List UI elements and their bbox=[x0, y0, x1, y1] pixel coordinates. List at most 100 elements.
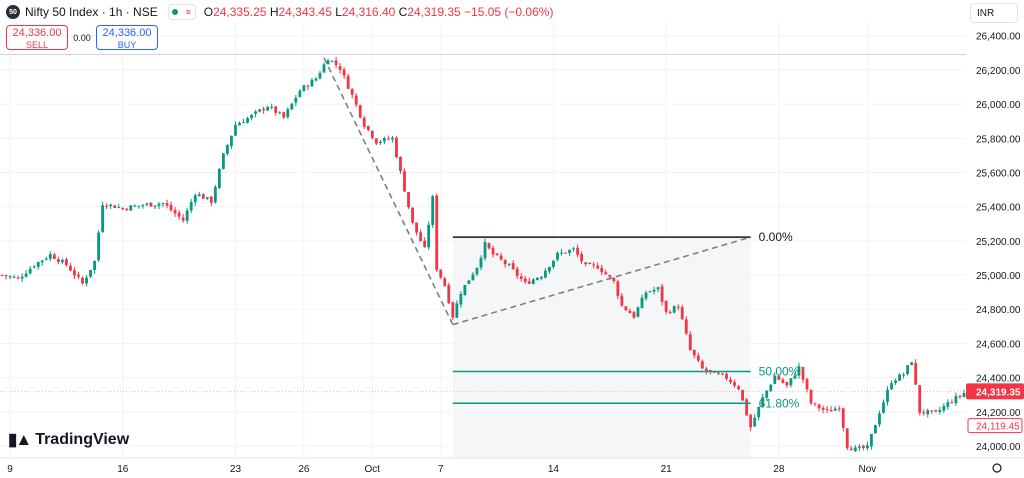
candle bbox=[177, 210, 181, 220]
candle bbox=[209, 195, 213, 206]
candle bbox=[133, 204, 137, 207]
candle bbox=[857, 443, 861, 452]
candle bbox=[487, 242, 491, 250]
candle-body bbox=[503, 260, 507, 265]
candle bbox=[40, 260, 44, 266]
candle bbox=[302, 84, 306, 92]
candle bbox=[419, 229, 423, 242]
indicator-toggle[interactable]: ≈ bbox=[167, 4, 196, 20]
candle-body bbox=[725, 373, 728, 379]
candle-body bbox=[914, 362, 918, 385]
candle-body bbox=[378, 141, 382, 144]
candle bbox=[813, 402, 817, 407]
candle-body bbox=[942, 406, 946, 411]
x-tick-label: 26 bbox=[298, 464, 310, 475]
candle-body bbox=[636, 307, 640, 317]
candle bbox=[515, 266, 519, 279]
candle-body bbox=[443, 278, 447, 286]
candle-body bbox=[310, 79, 314, 87]
sell-button[interactable]: 24,336.00 SELL bbox=[6, 25, 68, 50]
candle bbox=[81, 276, 84, 285]
candle-body bbox=[580, 253, 584, 262]
candle bbox=[447, 282, 451, 305]
candle-body bbox=[250, 114, 253, 119]
candle-body bbox=[684, 319, 688, 334]
candle-body bbox=[77, 274, 80, 277]
spread-value: 0.00 bbox=[73, 32, 91, 43]
candle bbox=[870, 433, 873, 450]
candle bbox=[85, 275, 88, 287]
candle bbox=[8, 275, 12, 280]
candle-body bbox=[242, 122, 245, 124]
x-tick-label: 23 bbox=[230, 464, 242, 475]
candle bbox=[117, 203, 121, 209]
candle bbox=[32, 264, 36, 269]
candle-body bbox=[910, 362, 914, 366]
candle bbox=[181, 213, 185, 223]
candle-body bbox=[463, 284, 467, 296]
candle bbox=[362, 116, 366, 129]
x-tick-label: 21 bbox=[661, 464, 673, 475]
candle-body bbox=[713, 371, 716, 373]
candle bbox=[527, 277, 531, 285]
candle bbox=[757, 406, 761, 421]
candle-body bbox=[495, 253, 499, 256]
candle bbox=[69, 262, 72, 272]
y-tick-label: 26,400.00 bbox=[976, 32, 1021, 43]
candle bbox=[632, 310, 636, 320]
candle-body bbox=[334, 60, 338, 66]
candle bbox=[568, 249, 571, 256]
candle-body bbox=[48, 254, 52, 259]
y-tick-label: 26,200.00 bbox=[976, 66, 1021, 77]
candle-body bbox=[950, 402, 954, 404]
trade-panel: 24,336.00 SELL 0.00 24,336.00 BUY bbox=[6, 25, 158, 50]
candle-body bbox=[737, 386, 740, 390]
candle-body bbox=[717, 372, 720, 374]
candle-body bbox=[568, 249, 571, 253]
fib-label: 0.00% bbox=[759, 230, 793, 244]
candle bbox=[189, 198, 193, 214]
trend-line bbox=[323, 57, 454, 325]
candle-body bbox=[97, 232, 101, 261]
candle-body bbox=[552, 260, 555, 267]
candle-body bbox=[805, 379, 809, 390]
candle bbox=[443, 276, 447, 287]
candle bbox=[109, 203, 113, 210]
candle-body bbox=[769, 384, 773, 391]
candle-body bbox=[209, 196, 213, 204]
candle-body bbox=[294, 97, 298, 103]
trend-line bbox=[452, 236, 751, 326]
candle-body bbox=[648, 291, 652, 293]
candle bbox=[403, 168, 406, 192]
buy-button[interactable]: 24,336.00 BUY bbox=[96, 25, 158, 50]
candle bbox=[680, 304, 684, 320]
currency-selector[interactable]: INR bbox=[970, 3, 1018, 23]
candle bbox=[853, 444, 857, 452]
candle-body bbox=[676, 306, 680, 308]
candle-body bbox=[270, 106, 274, 108]
candle bbox=[958, 394, 962, 400]
candle-body bbox=[314, 78, 318, 81]
candle bbox=[612, 277, 616, 284]
candle-body bbox=[785, 381, 789, 386]
candle-body bbox=[849, 448, 853, 451]
candle bbox=[841, 407, 845, 432]
candle-body bbox=[137, 205, 141, 207]
candle bbox=[704, 366, 708, 375]
y-tick-label: 25,800.00 bbox=[976, 134, 1021, 145]
candle-body bbox=[640, 297, 644, 309]
candle bbox=[16, 275, 20, 280]
candle-body bbox=[729, 379, 732, 383]
symbol-title[interactable]: Nifty 50 Index · 1h · NSE bbox=[25, 5, 158, 19]
candle-body bbox=[833, 408, 837, 411]
candle bbox=[391, 135, 394, 143]
candle-body bbox=[733, 382, 736, 386]
candle bbox=[463, 284, 467, 296]
candle-body bbox=[234, 124, 237, 136]
candle-body bbox=[821, 407, 825, 410]
candle bbox=[737, 384, 740, 391]
candle bbox=[548, 266, 551, 274]
candle bbox=[395, 136, 398, 159]
settings-gear-icon[interactable] bbox=[992, 463, 1002, 473]
